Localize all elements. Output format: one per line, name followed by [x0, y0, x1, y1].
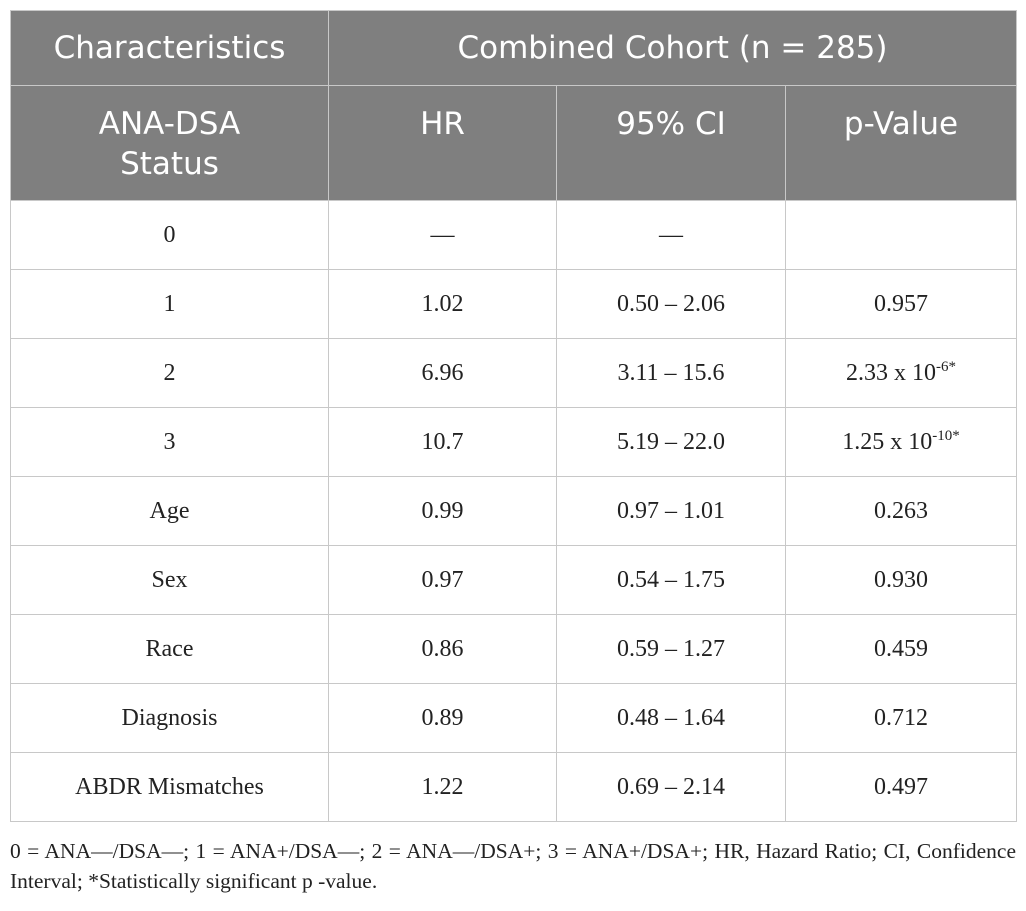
- table-cell: 0.69 – 2.14: [556, 752, 786, 822]
- table-cell: —: [556, 200, 786, 270]
- table-cell: 3: [10, 407, 329, 477]
- table-cell: 0.957: [784, 269, 1018, 339]
- significance-mark: *: [948, 359, 957, 375]
- empty-cell: [784, 200, 1018, 270]
- table-cell: 0.89: [328, 683, 557, 753]
- table-cell: Sex: [10, 545, 329, 615]
- table-row: Race 0.86 0.59 – 1.27 0.459: [10, 614, 1018, 684]
- table-cell: 1.25 x 10-10*: [784, 407, 1018, 477]
- table-cell: ABDR Mismatches: [10, 752, 329, 822]
- table-cell: 1.22: [328, 752, 557, 822]
- table-cell: 0.48 – 1.64: [556, 683, 786, 753]
- header-cell: Characteristics: [10, 10, 329, 86]
- table-cell: 3.11 – 15.6: [556, 338, 786, 408]
- table-row: 2 6.96 3.11 – 15.6 2.33 x 10-6*: [10, 338, 1018, 408]
- table-cell: 1: [10, 269, 329, 339]
- header-row: ANA-DSA Status HR 95% CI p-Value: [10, 85, 1018, 201]
- significance-mark: *: [952, 428, 960, 444]
- table-cell: Diagnosis: [10, 683, 329, 753]
- table-row: 3 10.7 5.19 – 22.0 1.25 x 10-10*: [10, 407, 1018, 477]
- header-cell: 95% CI: [556, 85, 786, 201]
- table-cell: Race: [10, 614, 329, 684]
- footnote: 0 = ANA—/DSA—; 1 = ANA+/DSA—; 2 = ANA—/D…: [10, 839, 1016, 893]
- table-cell: 0.99: [328, 476, 557, 546]
- table-cell: 0.459: [784, 614, 1018, 684]
- table-body: 0— —1 1.02 0.50 – 2.06 0.957 2 6.96 3.11 – 15.6…: [10, 200, 1018, 822]
- p-value-exponent: -6: [936, 359, 949, 375]
- table-row: Sex 0.97 0.54 – 1.75 0.930: [10, 545, 1018, 615]
- results-table: Characteristics Combined Cohort (n = 285…: [10, 10, 1018, 822]
- table-cell: 0.86: [328, 614, 557, 684]
- header-cell: HR: [328, 85, 557, 201]
- table-row: Age 0.99 0.97 – 1.01 0.263: [10, 476, 1018, 546]
- table-cell: 0.97 – 1.01: [556, 476, 786, 546]
- header-cell: p-Value: [784, 85, 1018, 201]
- table-cell: 2: [10, 338, 329, 408]
- p-value-mantissa: 1.25 x 10: [842, 429, 933, 455]
- table-row: ABDR Mismatches 1.22 0.69 – 2.14 0.497: [10, 752, 1018, 822]
- p-value-mantissa: 2.33 x 10: [846, 360, 936, 386]
- table-cell: 6.96: [328, 338, 557, 408]
- table-cell: 1.02: [328, 269, 557, 339]
- header-row: Characteristics Combined Cohort (n = 285…: [10, 10, 1018, 86]
- table-cell: 5.19 – 22.0: [556, 407, 786, 477]
- table-row: 1 1.02 0.50 – 2.06 0.957: [10, 269, 1018, 339]
- p-value-exponent: -10: [932, 428, 953, 444]
- table-cell: Age: [10, 476, 329, 546]
- header-cell: Combined Cohort (n = 285): [327, 10, 1018, 86]
- table-cell: 0.59 – 1.27: [556, 614, 786, 684]
- table-cell: —: [328, 200, 557, 270]
- table-cell: 2.33 x 10-6*: [784, 338, 1018, 408]
- table-cell: 0.50 – 2.06: [556, 269, 786, 339]
- table-cell: 0.497: [784, 752, 1018, 822]
- table-cell: 0.97: [328, 545, 557, 615]
- table-cell: 0.263: [784, 476, 1018, 546]
- table-row: 0— —: [10, 200, 1018, 270]
- table-cell: 0.712: [784, 683, 1018, 753]
- table-cell: 10.7: [328, 407, 557, 477]
- table-cell: 0: [10, 200, 329, 270]
- table-row: Diagnosis 0.89 0.48 – 1.64 0.712: [10, 683, 1018, 753]
- table-cell: 0.930: [784, 545, 1018, 615]
- header-cell: ANA-DSA Status: [10, 85, 329, 201]
- table-cell: 0.54 – 1.75: [556, 545, 786, 615]
